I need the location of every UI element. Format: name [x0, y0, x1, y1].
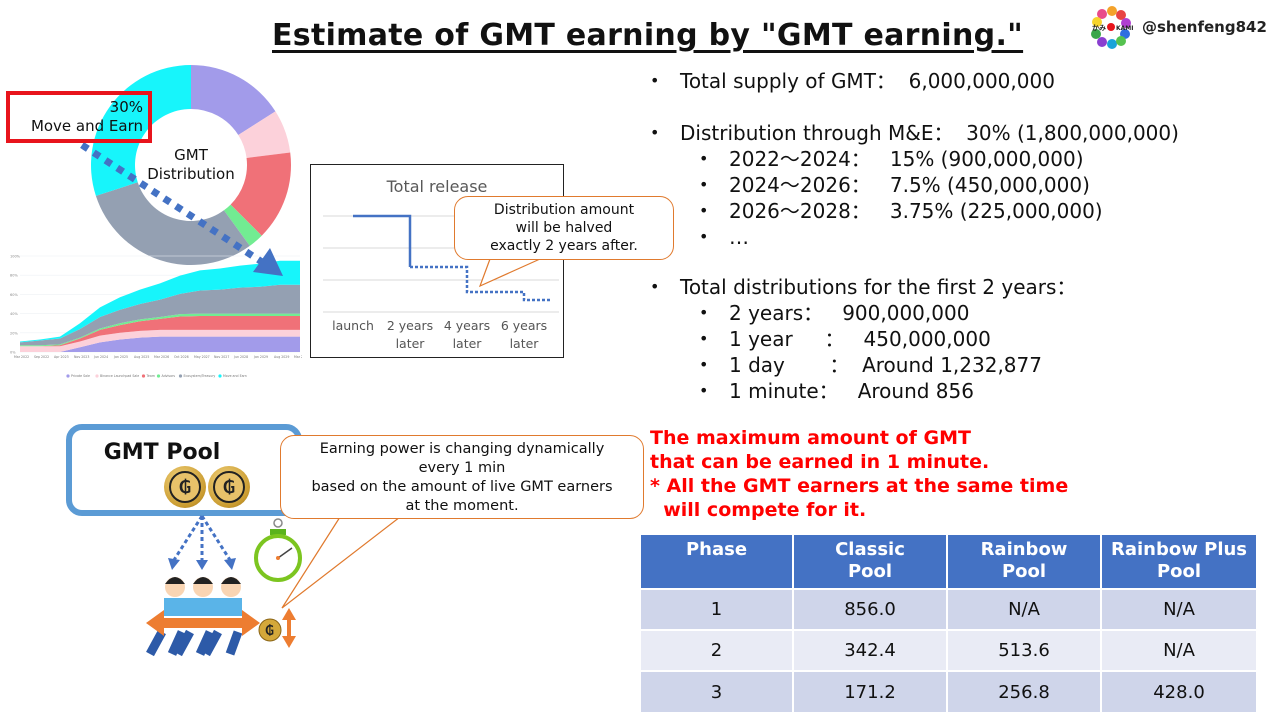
cell-classic: 856.0 [793, 588, 948, 630]
header-rainbow-plus-pool: Rainbow Plus Pool [1101, 535, 1256, 589]
cell-phase: 1 [641, 588, 794, 630]
area-series [20, 329, 300, 352]
bullet-total-supply: Total supply of GMT： 6,000,000,000 [650, 68, 1055, 94]
svg-text:0%: 0% [10, 351, 16, 355]
highlight-pct: 30% [109, 98, 143, 116]
svg-text:Oct 2026: Oct 2026 [174, 355, 189, 359]
svg-text:₲: ₲ [265, 624, 274, 639]
svg-text:Nov 2027: Nov 2027 [214, 355, 229, 359]
gmt-coin-icon: ₲ [164, 466, 206, 508]
svg-text:かみ: かみ [1092, 24, 1106, 32]
page-title: Estimate of GMT earning by "GMT earning.… [272, 18, 1024, 53]
stopwatch-icon [254, 518, 302, 582]
donut-center-label: GMT Distribution [134, 146, 248, 184]
svg-text:Jun 2024: Jun 2024 [93, 355, 108, 359]
table-row: 1 856.0 N/A N/A [641, 588, 1256, 630]
max-earning-note: The maximum amount of GMT that can be ea… [650, 427, 1069, 521]
bullet-period-1: 2022～2024： 15% (900,000,000) [699, 146, 1083, 172]
bullet-first2-1minute: 1 minute： Around 856 [699, 378, 974, 404]
total-release-chart: Total release launch 2 years later 4 year… [310, 164, 564, 358]
area-series [20, 260, 300, 343]
area-series [20, 284, 300, 346]
header-phase: Phase [641, 535, 794, 589]
bullet-period-more: … [699, 224, 749, 250]
move-and-earn-highlight: 30% Move and Earn [6, 91, 152, 143]
svg-text:Jan 2025: Jan 2025 [113, 355, 128, 359]
earning-power-callout: Earning power is changing dynamically ev… [280, 435, 644, 519]
cell-classic: 171.2 [793, 670, 948, 712]
author-badge: かみ KAMI @shenfeng842 [1088, 4, 1267, 50]
bullet-first2-1year: 1 year ： 450,000,000 [699, 326, 991, 352]
svg-text:Apr 2023: Apr 2023 [54, 355, 69, 359]
earners-illustration: ₲ [146, 515, 302, 657]
svg-text:May 2027: May 2027 [194, 355, 210, 359]
kami-logo-icon: かみ KAMI [1091, 6, 1134, 49]
cell-phase: 2 [641, 629, 794, 671]
bullet-period-2: 2024～2026： 7.5% (450,000,000) [699, 172, 1090, 198]
cell-rainbow-plus: 428.0 [1101, 670, 1256, 712]
cell-rainbow: 256.8 [947, 670, 1102, 712]
gmt-pool-box: GMT Pool ₲ ₲ [66, 424, 302, 516]
svg-text:Advisors: Advisors [162, 374, 176, 378]
halving-callout: Distribution amount will be halved exact… [454, 196, 674, 260]
svg-text:Jan 2029: Jan 2029 [253, 355, 268, 359]
svg-text:Mar 2026: Mar 2026 [154, 355, 169, 359]
cell-phase: 3 [641, 670, 794, 712]
release-xlabel-0: launch [332, 318, 374, 333]
cell-rainbow: 513.6 [947, 629, 1102, 671]
donut-center-line1: GMT [174, 146, 208, 164]
release-chart-title: Total release [386, 177, 488, 196]
svg-text:Nov 2023: Nov 2023 [74, 355, 89, 359]
bullet-distribution: Distribution through M&E： 30% (1,800,000… [650, 120, 1179, 146]
svg-text:Mar 2030: Mar 2030 [294, 355, 302, 359]
svg-text:Team: Team [146, 374, 155, 378]
svg-text:Private Sale: Private Sale [71, 374, 90, 378]
svg-text:Aug 2025: Aug 2025 [134, 355, 149, 359]
svg-text:100%: 100% [10, 255, 21, 259]
svg-text:20%: 20% [10, 331, 18, 335]
svg-text:Jun 2028: Jun 2028 [233, 355, 248, 359]
pool-earnings-table: Phase Classic Pool Rainbow Pool Rainbow Pl… [641, 535, 1256, 712]
gmt-coin-icon: ₲ [208, 466, 250, 508]
cell-rainbow-plus: N/A [1101, 629, 1256, 671]
runner-icon [146, 577, 243, 657]
gmt-pool-title: GMT Pool [103, 440, 221, 465]
svg-text:Binance Launchpad Sale: Binance Launchpad Sale [100, 374, 139, 378]
header-classic-pool: Classic Pool [793, 535, 948, 589]
svg-text:Aug 2029: Aug 2029 [274, 355, 289, 359]
svg-text:KAMI: KAMI [1116, 25, 1134, 32]
cell-rainbow-plus: N/A [1101, 588, 1256, 630]
svg-text:Ecosystem/Treasury: Ecosystem/Treasury [184, 374, 216, 378]
cell-rainbow: N/A [947, 588, 1102, 630]
gmt-vesting-area-chart: 0% 20% 40% 60% 80% 100% Mar 2022 Sep 2022 Apr 2… [10, 255, 302, 379]
header-rainbow-pool: Rainbow Pool [947, 535, 1102, 589]
author-handle: @shenfeng842 [1142, 18, 1267, 36]
svg-text:60%: 60% [10, 293, 18, 297]
svg-text:Move and Earn: Move and Earn [223, 374, 247, 378]
svg-text:Mar 2022: Mar 2022 [14, 355, 29, 359]
release-xlabel-1: 2 years later [386, 318, 434, 351]
table-header-row: Phase Classic Pool Rainbow Pool Rainbow Pl… [641, 535, 1256, 589]
svg-text:80%: 80% [10, 274, 18, 278]
table-row: 2 342.4 513.6 N/A [641, 629, 1256, 671]
table-row: 3 171.2 256.8 428.0 [641, 670, 1256, 712]
bullet-period-3: 2026～2028： 3.75% (225,000,000) [699, 198, 1103, 224]
area-series [20, 336, 300, 352]
svg-text:40%: 40% [10, 312, 18, 316]
bullet-first2-2years: 2 years： 900,000,000 [699, 300, 969, 326]
release-xlabel-3: 6 years later [500, 318, 548, 351]
bullet-first2-1day: 1 day ： Around 1,232,877 [699, 352, 1042, 378]
donut-segment [191, 65, 276, 135]
donut-center-line2: Distribution [147, 165, 235, 183]
cell-classic: 342.4 [793, 629, 948, 671]
bullet-first2-header: Total distributions for the first 2 year… [650, 274, 1076, 300]
release-xlabel-2: 4 years later [443, 318, 491, 351]
highlight-label: Move and Earn [30, 117, 143, 135]
svg-text:Sep 2022: Sep 2022 [34, 355, 49, 359]
area-series [20, 316, 300, 347]
